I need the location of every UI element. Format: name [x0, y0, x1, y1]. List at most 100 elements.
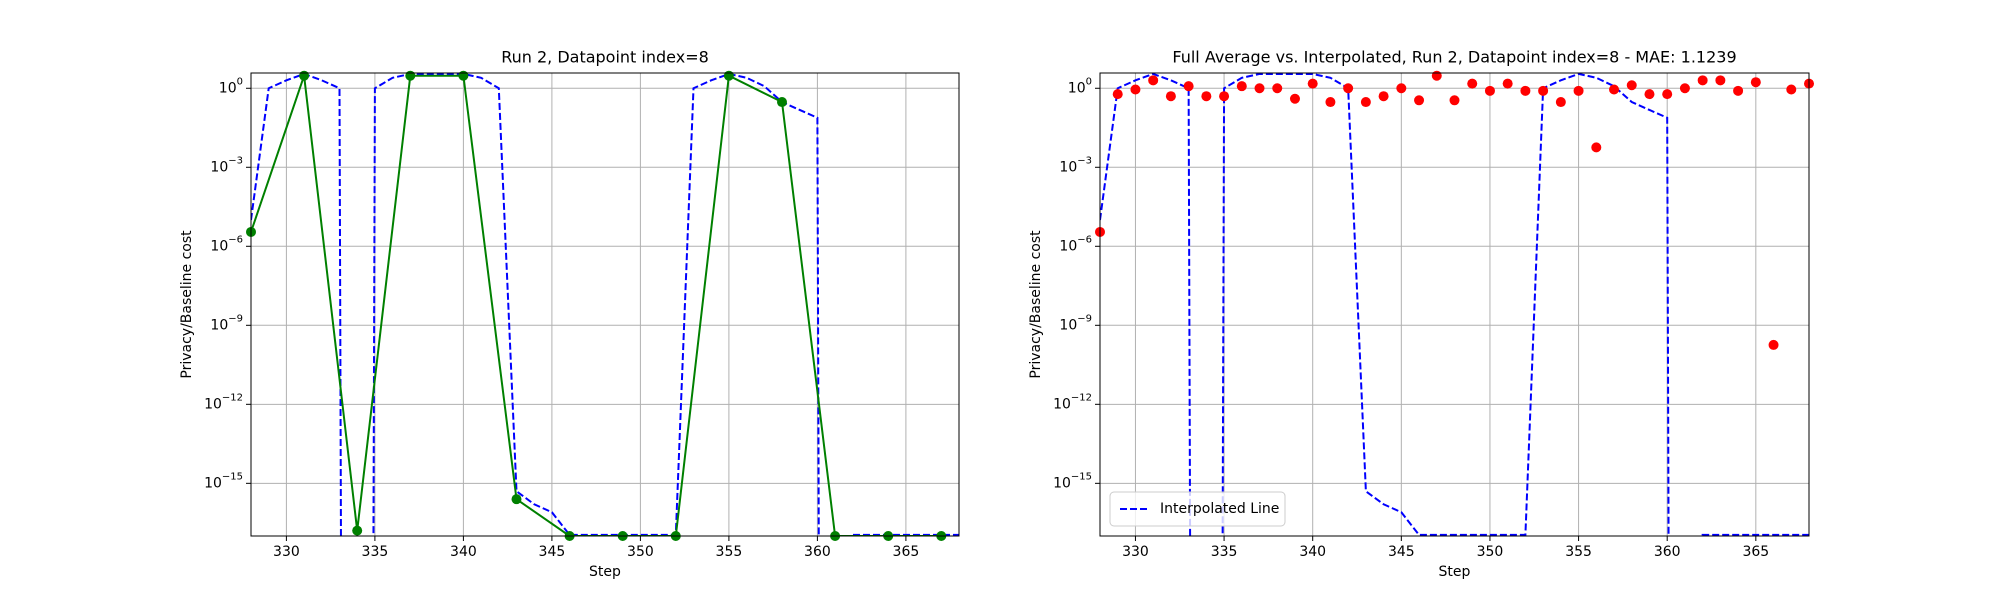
x-tick-label: 355 [716, 544, 743, 560]
scatter-point [1112, 89, 1123, 100]
scatter-point [1378, 91, 1389, 102]
tick-exponent: −6 [228, 234, 243, 245]
scatter-point [1307, 78, 1318, 89]
tick-base: 10 [210, 238, 228, 254]
tick-base: 10 [204, 475, 222, 491]
point-marker [458, 70, 469, 81]
point-marker [723, 70, 734, 81]
y-tick-label: 100 [1068, 76, 1092, 96]
scatter-point [1484, 85, 1495, 96]
tick-exponent: −12 [222, 392, 243, 403]
point-marker [511, 494, 522, 505]
scatter-point [1254, 83, 1265, 94]
scatter-point [1431, 70, 1442, 81]
x-axis-label: Step [589, 564, 621, 580]
scatter-point [1679, 83, 1690, 94]
scatter-point [1360, 97, 1371, 108]
x-tick-label: 340 [450, 544, 477, 560]
scatter-point [1520, 85, 1531, 96]
scatter-point [1219, 91, 1230, 102]
x-tick-label: 330 [273, 544, 300, 560]
tick-exponent: −12 [1071, 392, 1092, 403]
point-marker [777, 97, 787, 108]
x-tick-label: 355 [1565, 544, 1592, 560]
tick-base: 10 [1068, 80, 1086, 96]
tick-base: 10 [1053, 396, 1071, 412]
scatter-point [1272, 83, 1283, 94]
scatter-point [1502, 78, 1513, 89]
scatter-point [1715, 75, 1726, 86]
series-line [1100, 73, 1809, 536]
scatter-point [1538, 85, 1549, 96]
scatter-point [1750, 77, 1761, 88]
y-axis-label: Privacy/Baseline cost [179, 230, 195, 379]
point-marker [299, 70, 310, 81]
x-tick-label: 365 [893, 544, 920, 560]
chart-title: Full Average vs. Interpolated, Run 2, Da… [1172, 48, 1736, 67]
tick-exponent: −3 [1077, 155, 1092, 166]
x-tick-label: 360 [804, 544, 831, 560]
scatter-point [1626, 80, 1637, 91]
x-tick-label: 335 [1211, 544, 1238, 560]
chart-title: Run 2, Datapoint index=8 [501, 48, 709, 67]
scatter-point [1555, 97, 1566, 108]
axes-frame [250, 72, 960, 537]
y-tick-label: 10−15 [1053, 471, 1092, 491]
y-tick-label: 10−9 [1059, 313, 1092, 333]
scatter-point [1201, 91, 1212, 102]
x-tick-label: 350 [1477, 544, 1504, 560]
y-tick-label: 100 [219, 76, 243, 96]
axes-frame [1099, 72, 1810, 537]
y-tick-label: 10−6 [1059, 234, 1092, 254]
tick-exponent: −15 [222, 471, 243, 482]
y-tick-label: 10−15 [204, 471, 243, 491]
x-axis-label: Step [1439, 564, 1471, 580]
x-tick-label: 330 [1122, 544, 1149, 560]
scatter-point [1697, 75, 1708, 86]
tick-exponent: 0 [237, 76, 243, 87]
x-tick-label: 365 [1742, 544, 1769, 560]
tick-exponent: −9 [1077, 313, 1092, 324]
series-line [251, 73, 959, 536]
legend-box [1109, 491, 1286, 527]
scatter-point [1165, 91, 1176, 102]
y-tick-label: 10−6 [210, 234, 243, 254]
scatter-point [1325, 97, 1336, 108]
x-tick-label: 350 [627, 544, 654, 560]
subplot: 330 335 340 345 350 355 360 36510010−310−610−91… [179, 48, 960, 580]
tick-base: 10 [1059, 317, 1077, 333]
tick-base: 10 [1059, 238, 1077, 254]
tick-base: 10 [204, 396, 222, 412]
x-tick-label: 360 [1654, 544, 1681, 560]
scatter-point [1449, 95, 1460, 106]
scatter-point [1768, 339, 1779, 350]
scatter-point [1289, 93, 1300, 104]
legend-label: Interpolated Line [1160, 501, 1279, 517]
scatter-point [1236, 81, 1247, 92]
tick-base: 10 [210, 317, 228, 333]
tick-exponent: −6 [1077, 234, 1092, 245]
tick-base: 10 [1059, 159, 1077, 175]
subplot: 330 335 340 345 350 355 360 36510010−310−610−91… [1028, 48, 1814, 580]
scatter-point [1786, 84, 1797, 95]
scatter-point [1343, 83, 1354, 94]
y-axis-label: Privacy/Baseline cost [1028, 230, 1044, 379]
y-tick-label: 10−3 [210, 155, 243, 175]
x-tick-label: 345 [539, 544, 566, 560]
tick-exponent: −9 [228, 313, 243, 324]
scatter-point [1644, 89, 1655, 100]
scatter-point [1573, 85, 1584, 96]
point-marker [405, 70, 416, 81]
scatter-point [1183, 81, 1194, 92]
x-tick-label: 340 [1299, 544, 1326, 560]
y-tick-label: 10−12 [1053, 392, 1092, 412]
x-tick-label: 345 [1388, 544, 1415, 560]
x-tick-label: 335 [362, 544, 389, 560]
scatter-point [1130, 84, 1141, 95]
scatter-point [1733, 85, 1744, 96]
tick-base: 10 [1053, 475, 1071, 491]
tick-exponent: −3 [228, 155, 243, 166]
scatter-point [1591, 142, 1602, 153]
y-tick-label: 10−12 [204, 392, 243, 412]
